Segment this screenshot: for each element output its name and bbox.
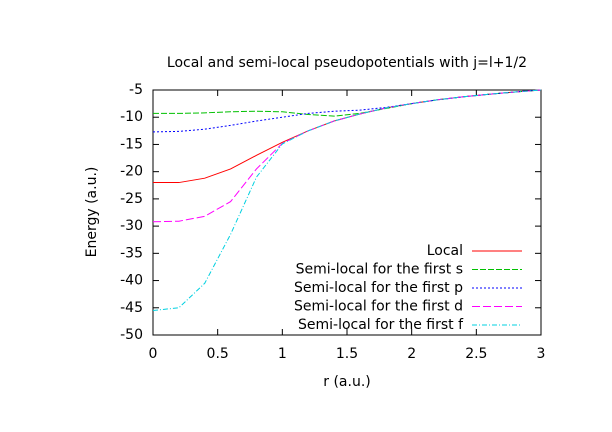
- y-axis-label: Energy (a.u.): [84, 167, 100, 258]
- y-tick-label: -50: [120, 327, 143, 343]
- x-tick-label: 3: [537, 346, 546, 362]
- y-tick-label: -10: [120, 109, 143, 125]
- y-tick-label: -40: [120, 273, 143, 289]
- series-line: [153, 89, 542, 184]
- x-tick-label: 2.5: [465, 346, 487, 362]
- series-line: [152, 89, 542, 311]
- x-tick-label: 1.5: [336, 346, 358, 362]
- legend-label: Semi-local for the first p: [294, 280, 463, 296]
- x-tick-label: 0.5: [207, 346, 229, 362]
- y-tick-label: -25: [120, 191, 143, 207]
- y-tick-label: -15: [120, 136, 143, 152]
- chart-title: Local and semi-local pseudopotentials wi…: [167, 55, 527, 71]
- legend-label: Local: [427, 243, 463, 259]
- y-tick-label: -20: [120, 164, 143, 180]
- series-line: [152, 89, 542, 133]
- legend-label: Semi-local for the first d: [294, 299, 463, 315]
- x-tick-label: 2: [407, 346, 416, 362]
- y-tick-label: -30: [120, 218, 143, 234]
- y-tick-label: -45: [120, 300, 143, 316]
- x-axis-label: r (a.u.): [323, 374, 370, 390]
- legend-label: Semi-local for the first s: [296, 262, 463, 278]
- y-tick-label: -5: [129, 82, 143, 98]
- legend-label: Semi-local for the first f: [298, 317, 464, 333]
- series-line: [152, 89, 542, 223]
- y-tick-label: -35: [120, 245, 143, 261]
- x-tick-label: 0: [149, 346, 158, 362]
- x-tick-label: 1: [278, 346, 287, 362]
